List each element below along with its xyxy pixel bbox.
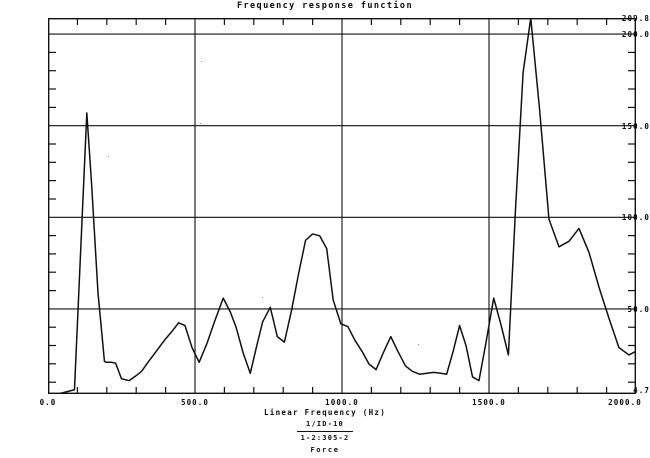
xtick-label-500: 500.0 bbox=[180, 398, 210, 407]
plot-area bbox=[48, 18, 636, 394]
footer-denominator: 1-2:305-2 bbox=[296, 431, 354, 444]
footer-sublabel: Force bbox=[310, 446, 340, 454]
scan-speck bbox=[201, 61, 202, 62]
footer-numerator: 1/ID-10 bbox=[306, 420, 344, 428]
footer-fraction: 1/ID-10 1-2:305-2 Force bbox=[296, 419, 354, 456]
frf-data-line bbox=[57, 18, 636, 394]
ytick-label-200: 200.0 bbox=[621, 30, 650, 39]
footer-annotation: 1/ID-10 1-2:305-2 Force bbox=[0, 419, 650, 456]
xaxis-title: Linear Frequency (Hz) bbox=[263, 408, 387, 417]
xtick-label-2000: 2000.0 bbox=[608, 398, 642, 407]
xtick-label-1000: 1000.0 bbox=[325, 398, 359, 407]
chart-title: Frequency response function bbox=[237, 1, 413, 11]
scan-speck bbox=[418, 344, 419, 345]
plot-canvas bbox=[48, 18, 636, 394]
axis-ticks bbox=[48, 18, 636, 394]
xtick-label-1500: 1500.0 bbox=[472, 398, 506, 407]
scan-speck bbox=[262, 297, 263, 298]
xtick-label-0: 0.0 bbox=[39, 398, 57, 407]
ytick-label-50: 50.0 bbox=[627, 305, 650, 314]
gridlines-vertical bbox=[194, 18, 490, 394]
ytick-label-209-8: 209.8 bbox=[621, 14, 650, 23]
ytick-label-100: 100.0 bbox=[621, 213, 650, 222]
ytick-label-4-7: 4.7 bbox=[633, 386, 650, 395]
scan-speck bbox=[108, 156, 109, 157]
ytick-label-150: 150.0 bbox=[621, 122, 650, 131]
scan-speck bbox=[200, 123, 201, 124]
